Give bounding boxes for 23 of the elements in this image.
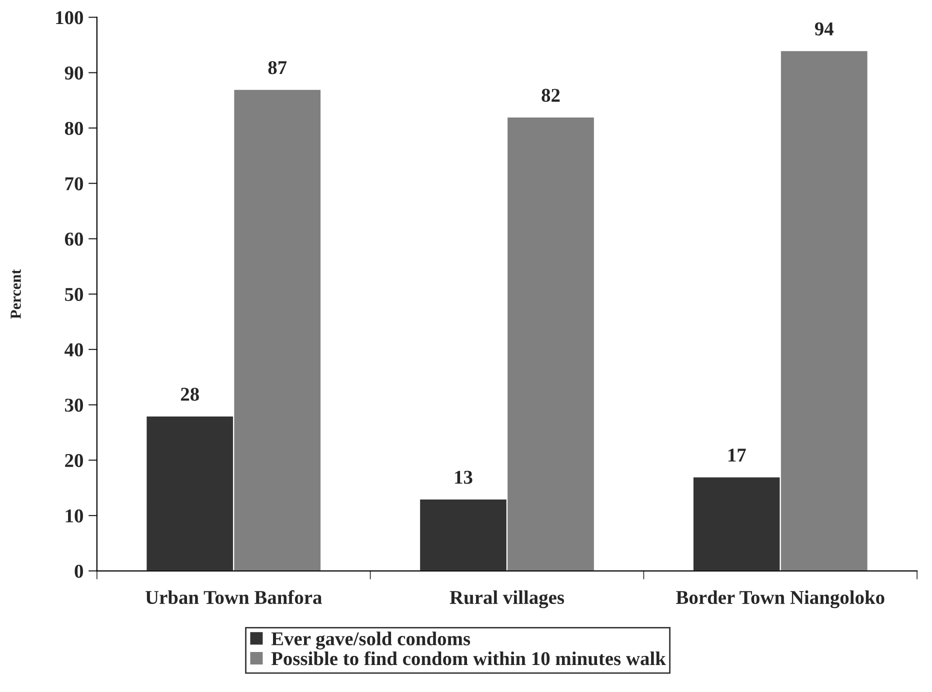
x-tick-label: Urban Town Banfora bbox=[145, 590, 322, 604]
y-tick-label: 70 bbox=[65, 177, 83, 190]
data-label: 28 bbox=[180, 388, 199, 401]
x-tick-label: Rural villages bbox=[450, 590, 564, 608]
y-tick-label: 20 bbox=[65, 454, 83, 468]
data-label: 13 bbox=[455, 470, 472, 484]
data-label: 82 bbox=[542, 88, 560, 102]
y-tick-label: 60 bbox=[64, 232, 83, 246]
y-tick-label: 0 bbox=[74, 564, 83, 578]
y-tick-label: 100 bbox=[56, 11, 83, 24]
y-tick-label: 80 bbox=[64, 122, 83, 135]
data-label: 94 bbox=[814, 22, 834, 36]
y-axis-title: Percent bbox=[10, 269, 21, 319]
y-tick-label: 40 bbox=[64, 343, 83, 356]
y-tick-label: 10 bbox=[66, 509, 83, 522]
legend-label: Ever gave/sold condoms bbox=[271, 632, 470, 650]
data-label: 87 bbox=[268, 61, 287, 74]
y-tick-label: 90 bbox=[64, 66, 83, 80]
data-label: 17 bbox=[728, 448, 746, 462]
y-tick-label: 50 bbox=[65, 288, 83, 302]
y-tick-label: 30 bbox=[65, 398, 83, 412]
x-tick-label: Border Town Niangoloko bbox=[676, 590, 884, 608]
legend-label: Possible to find condom within 10 minutes walk bbox=[271, 651, 666, 666]
